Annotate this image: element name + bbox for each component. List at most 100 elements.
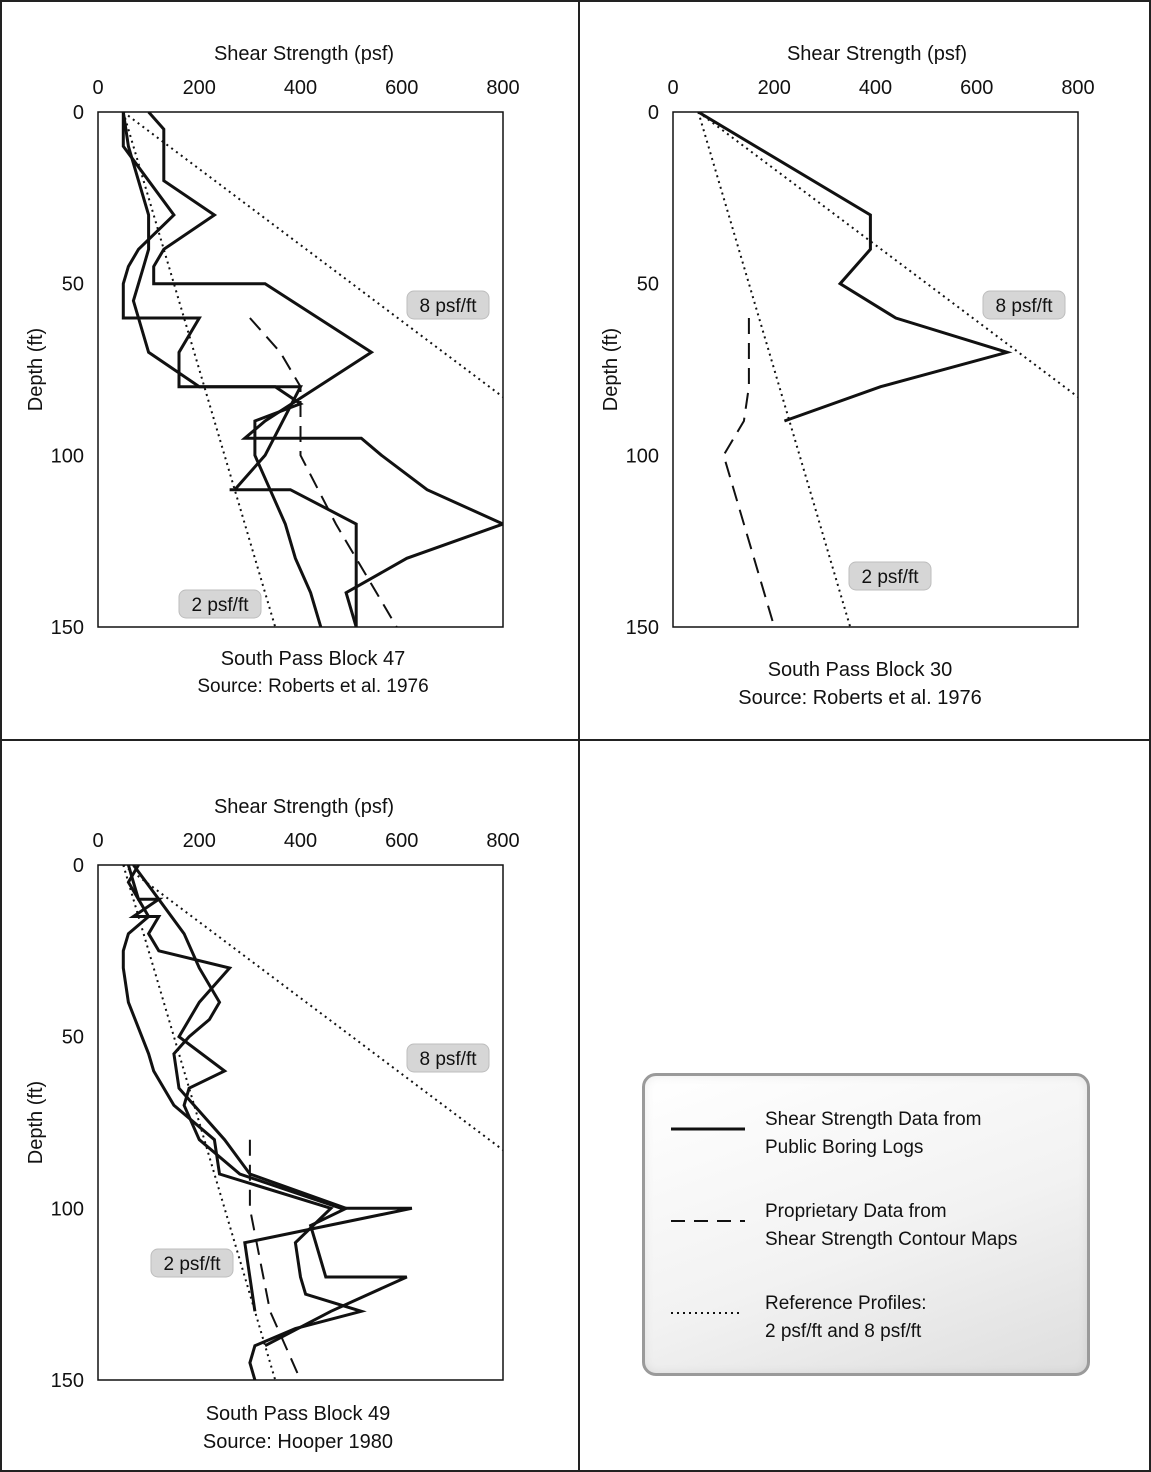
series-dotted-line — [122, 112, 503, 398]
chart-caption-block-49: South Pass Block 49 Source: Hooper 1980 — [98, 1400, 498, 1456]
series-solid-line — [132, 865, 408, 1348]
y-tick-label: 50 — [62, 274, 84, 296]
plot-area — [97, 111, 504, 628]
annotation-box — [406, 1043, 490, 1073]
y-axis-title: Depth (ft) — [600, 328, 622, 411]
x-tick-label: 600 — [385, 830, 418, 852]
annotation-text: 2 psf/ft — [191, 595, 249, 616]
annotation-box — [178, 589, 262, 619]
legend-label-line2: Public Boring Logs — [765, 1137, 924, 1158]
series-dotted-line — [697, 112, 1078, 398]
legend-item-solid: Shear Strength Data from Public Boring L… — [669, 1106, 1079, 1166]
chart-caption-block-30: South Pass Block 30 Source: Roberts et a… — [660, 656, 1060, 712]
y-tick-label: 100 — [51, 445, 84, 467]
y-tick-label: 100 — [51, 1198, 84, 1220]
annotation-label: 8 psf/ft — [982, 290, 1066, 320]
x-tick-label: 400 — [284, 77, 317, 99]
x-tick-label: 600 — [385, 77, 418, 99]
x-tick-label: 0 — [92, 830, 103, 852]
series-solid-line — [121, 112, 358, 627]
annotation-box — [982, 290, 1066, 320]
series-dotted-line — [122, 865, 503, 1151]
series-solid-line — [121, 112, 323, 627]
annotation-label: 8 psf/ft — [406, 1043, 490, 1073]
series-dashed-line — [249, 317, 398, 627]
annotation-text: 8 psf/ft — [995, 296, 1053, 317]
series-group — [697, 112, 1078, 627]
x-tick-label: 800 — [486, 830, 519, 852]
series-group — [121, 865, 503, 1380]
legend-swatch-dashed — [671, 1220, 745, 1222]
legend-label: Reference Profiles: 2 psf/ft and 8 psf/f… — [765, 1290, 927, 1346]
y-tick-label: 150 — [626, 617, 659, 639]
y-tick-label: 50 — [62, 1027, 84, 1049]
x-tick-label: 800 — [1061, 77, 1094, 99]
x-tick-label: 0 — [667, 77, 678, 99]
x-tick-label: 400 — [859, 77, 892, 99]
chart-source: Source: Hooper 1980 — [202, 1431, 394, 1453]
y-axis-title: Depth (ft) — [25, 328, 47, 411]
series-solid-line — [147, 112, 503, 627]
series-solid-line — [697, 112, 1013, 423]
x-tick-label: 800 — [486, 77, 519, 99]
annotation-box — [848, 561, 932, 591]
chart-caption-block-47: South Pass Block 47 Source: Roberts et a… — [98, 645, 528, 701]
y-tick-label: 0 — [73, 102, 84, 124]
series-dashed-line — [248, 1139, 302, 1380]
legend-item-dotted: Reference Profiles: 2 psf/ft and 8 psf/f… — [669, 1290, 1079, 1350]
annotation-box — [406, 290, 490, 320]
series-group — [121, 112, 503, 627]
legend-swatch-dotted — [671, 1312, 741, 1314]
y-tick-label: 0 — [73, 855, 84, 877]
annotation-text: 2 psf/ft — [861, 567, 919, 588]
x-tick-label: 200 — [183, 77, 216, 99]
y-tick-label: 50 — [637, 274, 659, 296]
chart-title: South Pass Block 30 — [767, 659, 953, 681]
y-axis-title: Depth (ft) — [25, 1081, 47, 1164]
plot-area — [97, 864, 504, 1381]
chart-title: South Pass Block 47 — [220, 648, 406, 670]
y-tick-label: 150 — [51, 1370, 84, 1392]
x-axis-title: Shear Strength (psf) — [214, 43, 394, 65]
x-tick-label: 400 — [284, 830, 317, 852]
legend: Shear Strength Data from Public Boring L… — [642, 1073, 1090, 1376]
annotation-label: 2 psf/ft — [150, 1248, 234, 1278]
annotation-text: 8 psf/ft — [419, 1049, 477, 1070]
legend-label-line1: Shear Strength Data from — [765, 1109, 982, 1130]
annotation-box — [150, 1248, 234, 1278]
x-axis-title: Shear Strength (psf) — [214, 796, 394, 818]
legend-label-line1: Reference Profiles: — [765, 1293, 927, 1314]
x-tick-label: 200 — [758, 77, 791, 99]
chart-title: South Pass Block 49 — [205, 1403, 391, 1425]
legend-label: Proprietary Data from Shear Strength Con… — [765, 1198, 1017, 1254]
legend-swatch-solid — [671, 1127, 745, 1131]
series-dashed-line — [722, 318, 776, 627]
x-tick-label: 600 — [960, 77, 993, 99]
y-tick-label: 150 — [51, 617, 84, 639]
x-tick-label: 0 — [92, 77, 103, 99]
chart-source: Source: Roberts et al. 1976 — [738, 687, 982, 709]
legend-label-line2: Shear Strength Contour Maps — [765, 1229, 1018, 1250]
annotation-text: 8 psf/ft — [419, 296, 477, 317]
plot-area — [672, 111, 1079, 628]
legend-label: Shear Strength Data from Public Boring L… — [765, 1106, 982, 1162]
legend-label-line1: Proprietary Data from — [765, 1201, 947, 1222]
x-axis-title: Shear Strength (psf) — [787, 43, 967, 65]
legend-label-line2: 2 psf/ft and 8 psf/ft — [765, 1321, 922, 1342]
annotation-label: 8 psf/ft — [406, 290, 490, 320]
annotation-label: 2 psf/ft — [178, 589, 262, 619]
y-tick-label: 100 — [626, 445, 659, 467]
series-solid-line — [126, 865, 413, 1312]
legend-item-dashed: Proprietary Data from Shear Strength Con… — [669, 1198, 1079, 1258]
y-tick-label: 0 — [648, 102, 659, 124]
series-dotted-line — [122, 865, 277, 1380]
x-tick-label: 200 — [183, 830, 216, 852]
chart-source: Source: Roberts et al. 1976 — [197, 676, 429, 697]
series-solid-line — [121, 865, 367, 1380]
annotation-text: 2 psf/ft — [163, 1254, 221, 1275]
annotation-label: 2 psf/ft — [848, 561, 932, 591]
